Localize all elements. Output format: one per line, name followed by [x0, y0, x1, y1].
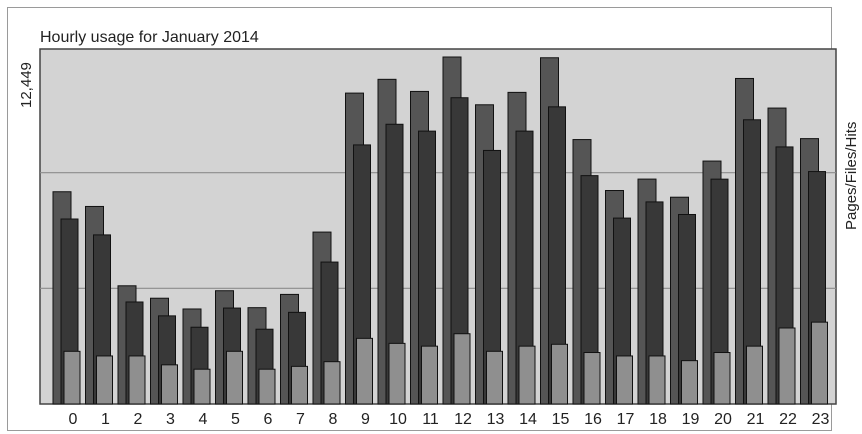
bar-pages-hour-5	[226, 350, 243, 405]
bar-pages-hour-12	[453, 333, 471, 405]
x-tick-label: 0	[69, 411, 78, 428]
x-tick-labels: 0 1 2 3 4 5 6 7 8 9 10 11 12 13 14 15 16 17 18 19 20 21 22 23	[69, 411, 830, 428]
bar-pages-hour-21	[746, 345, 763, 405]
x-tick-label: 10	[389, 411, 407, 428]
bar-pages-hour-22	[778, 327, 796, 405]
x-tick-label: 14	[519, 411, 537, 428]
y-max-label: 12,449	[18, 62, 35, 108]
x-tick-label: 22	[779, 411, 797, 428]
bar-pages-hour-11	[421, 345, 438, 405]
x-tick-label: 17	[617, 411, 635, 428]
x-tick-label: 18	[649, 411, 667, 428]
x-tick-label: 5	[231, 411, 240, 428]
x-tick-label: 16	[584, 411, 602, 428]
x-tick-label: 21	[747, 411, 765, 428]
chart-title: Hourly usage for January 2014	[40, 29, 259, 46]
y-axis-label: Pages/Files/Hits	[843, 122, 860, 230]
bar-pages-hour-17	[616, 355, 633, 405]
x-tick-label: 12	[454, 411, 472, 428]
x-tick-label: 11	[422, 411, 439, 428]
bar-pages-hour-23	[811, 321, 828, 405]
bars	[52, 56, 828, 405]
bar-pages-hour-3	[161, 364, 178, 405]
x-tick-label: 6	[264, 411, 273, 428]
x-tick-label: 23	[812, 411, 830, 428]
bar-pages-hour-2	[128, 355, 146, 405]
x-tick-label: 13	[487, 411, 505, 428]
bar-pages-hour-16	[583, 352, 601, 405]
bar-pages-hour-1	[96, 355, 113, 405]
bar-pages-hour-13	[486, 350, 503, 405]
x-tick-label: 4	[199, 411, 208, 428]
bar-pages-hour-7	[291, 365, 308, 405]
bar-pages-hour-19	[681, 360, 698, 405]
bar-pages-hour-6	[258, 368, 276, 405]
bar-pages-hour-0	[63, 350, 81, 405]
bar-pages-hour-10	[388, 342, 406, 405]
bar-pages-hour-14	[518, 345, 536, 405]
bar-pages-hour-20	[713, 352, 731, 405]
x-tick-label: 9	[361, 411, 370, 428]
bar-pages-hour-8	[323, 361, 341, 405]
x-tick-label: 15	[552, 411, 570, 428]
x-tick-label: 1	[101, 411, 110, 428]
bar-pages-hour-15	[551, 343, 568, 405]
bar-pages-hour-18	[648, 355, 666, 405]
x-tick-label: 20	[714, 411, 732, 428]
bar-pages-hour-4	[193, 368, 211, 405]
x-tick-label: 19	[682, 411, 700, 428]
x-tick-label: 3	[166, 411, 175, 428]
x-tick-label: 2	[134, 411, 143, 428]
bar-pages-hour-9	[356, 337, 373, 405]
x-tick-label: 7	[296, 411, 305, 428]
x-tick-label: 8	[329, 411, 338, 428]
